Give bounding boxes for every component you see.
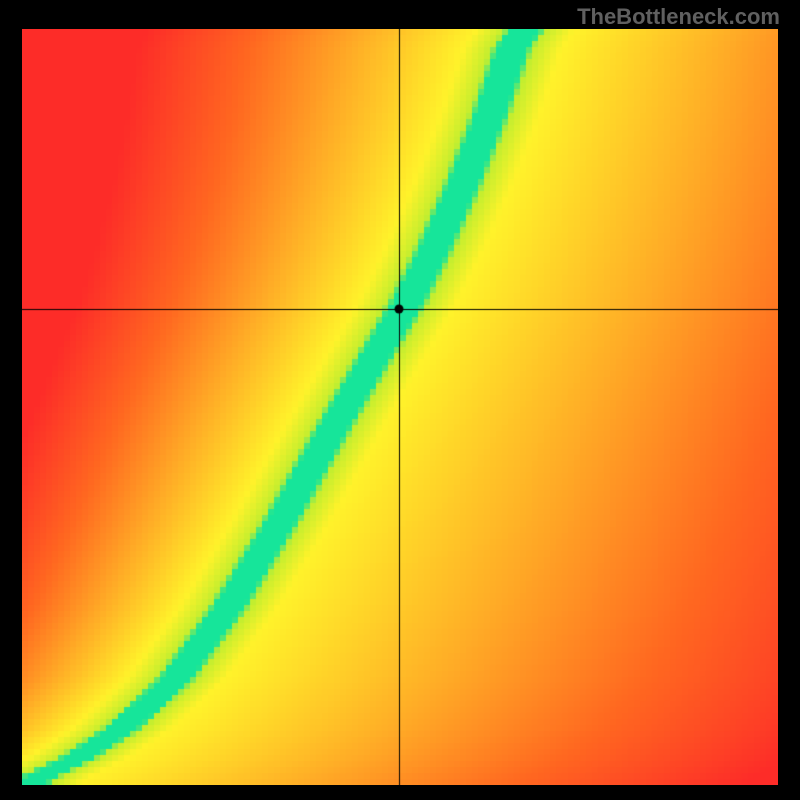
bottleneck-heatmap: [22, 29, 778, 785]
watermark-label: TheBottleneck.com: [577, 4, 780, 30]
